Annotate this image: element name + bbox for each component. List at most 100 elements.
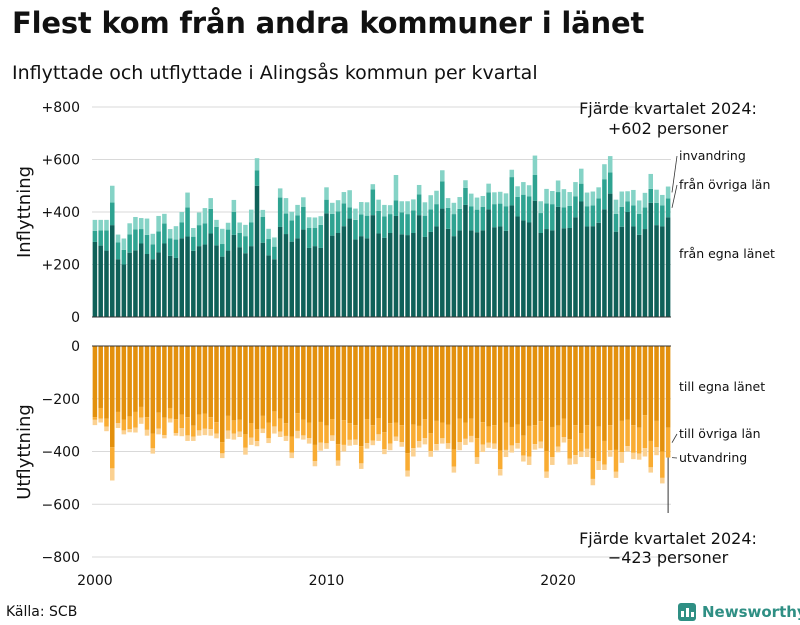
bar-in-ovriga-lan	[532, 174, 538, 201]
bar-out-ovriga-lan	[138, 406, 144, 418]
bar-out-egna-lanet	[243, 346, 248, 435]
bar-out-utvandring	[98, 418, 103, 423]
bar-out-ovriga-lan	[486, 426, 491, 443]
bar-out-utvandring	[225, 430, 231, 439]
bar-out-egna-lanet	[474, 346, 480, 439]
bar-out-egna-lanet	[422, 346, 428, 420]
bar-out-ovriga-lan	[202, 413, 208, 429]
bar-in-ovriga-lan	[289, 220, 295, 242]
bar-out-ovriga-lan	[561, 418, 567, 437]
bar-in-invandring	[231, 199, 237, 212]
bar-out-utvandring	[532, 444, 538, 450]
bar-out-egna-lanet	[561, 346, 567, 419]
bar-in-invandring	[613, 199, 619, 214]
bar-out-ovriga-lan	[590, 458, 596, 479]
bar-in-ovriga-lan	[405, 214, 410, 236]
bar-out-ovriga-lan	[110, 447, 115, 469]
bar-out-egna-lanet	[445, 346, 451, 425]
bar-in-invandring	[515, 186, 520, 197]
bar-out-utvandring	[179, 428, 185, 437]
bar-out-egna-lanet	[156, 346, 161, 413]
bar-out-utvandring	[619, 452, 625, 463]
bar-in-ovriga-lan	[393, 200, 399, 216]
bar-out-utvandring	[422, 438, 428, 445]
bar-in-invandring	[631, 189, 636, 206]
bar-out-egna-lanet	[654, 346, 659, 421]
bar-out-egna-lanet	[295, 346, 300, 414]
bar-in-ovriga-lan	[573, 196, 578, 218]
bar-out-egna-lanet	[416, 346, 422, 426]
bar-out-utvandring	[399, 442, 405, 447]
y-tick-label-in: +800	[42, 100, 80, 116]
bar-out-egna-lanet	[642, 346, 648, 416]
bar-in-egna-lanet	[191, 250, 196, 317]
bar-in-invandring	[214, 219, 219, 227]
chart-subtitle: Inflyttade och utflyttade i Alingsås kom…	[12, 62, 538, 84]
bar-in-ovriga-lan	[173, 239, 179, 258]
bar-in-ovriga-lan	[642, 207, 648, 230]
bar-in-ovriga-lan	[237, 232, 242, 248]
bar-in-egna-lanet	[237, 247, 242, 317]
bar-in-ovriga-lan	[104, 230, 109, 251]
bar-in-ovriga-lan	[301, 207, 306, 230]
bar-out-egna-lanet	[150, 346, 156, 434]
bar-out-ovriga-lan	[451, 449, 457, 467]
bar-in-invandring	[642, 192, 648, 208]
bar-out-egna-lanet	[92, 346, 98, 418]
bar-out-ovriga-lan	[272, 411, 277, 427]
bar-out-utvandring	[283, 435, 289, 441]
bar-out-egna-lanet	[382, 346, 387, 433]
bar-in-ovriga-lan	[144, 234, 150, 254]
bar-in-egna-lanet	[306, 247, 312, 317]
bar-out-egna-lanet	[225, 346, 231, 416]
bar-in-ovriga-lan	[110, 202, 115, 226]
bar-in-invandring	[295, 204, 300, 216]
bar-in-ovriga-lan	[416, 194, 422, 216]
bar-in-egna-lanet	[434, 226, 439, 317]
bar-in-egna-lanet	[457, 230, 462, 318]
bar-in-invandring	[133, 216, 138, 230]
bar-in-egna-lanet	[509, 205, 515, 317]
bar-out-ovriga-lan	[619, 420, 625, 453]
bar-in-ovriga-lan	[607, 172, 613, 194]
bar-in-egna-lanet	[133, 250, 138, 317]
label-leader	[671, 184, 678, 208]
bar-in-egna-lanet	[277, 226, 283, 317]
bar-out-egna-lanet	[660, 346, 665, 452]
bar-in-egna-lanet	[590, 226, 596, 317]
bar-out-utvandring	[654, 447, 659, 456]
bar-in-invandring	[191, 228, 196, 237]
bar-out-egna-lanet	[573, 346, 578, 426]
bar-out-ovriga-lan	[330, 419, 335, 436]
series-label-out: till egna länet	[679, 379, 765, 394]
bar-in-invandring	[150, 233, 156, 245]
bar-in-egna-lanet	[503, 230, 509, 317]
bar-out-egna-lanet	[202, 346, 208, 414]
bar-in-ovriga-lan	[521, 194, 526, 221]
x-tick-label: 2020	[540, 573, 576, 589]
bar-in-ovriga-lan	[167, 238, 173, 256]
bar-in-ovriga-lan	[208, 208, 213, 234]
bar-out-egna-lanet	[503, 346, 509, 423]
bar-out-ovriga-lan	[497, 450, 503, 470]
bar-in-ovriga-lan	[399, 212, 405, 235]
bar-in-invandring	[115, 234, 121, 243]
bar-out-ovriga-lan	[358, 446, 364, 464]
y-tick-label-in: 0	[71, 310, 80, 326]
bar-in-egna-lanet	[648, 202, 653, 317]
bar-in-egna-lanet	[324, 213, 329, 317]
bar-in-invandring	[179, 212, 185, 223]
bar-out-ovriga-lan	[92, 417, 98, 420]
newsworthy-logo: Newsworthy	[678, 600, 800, 624]
bar-out-utvandring	[382, 449, 387, 455]
bar-in-ovriga-lan	[492, 204, 497, 228]
bar-out-utvandring	[509, 445, 515, 453]
bar-out-egna-lanet	[457, 346, 462, 419]
bar-in-egna-lanet	[260, 242, 266, 317]
bar-in-ovriga-lan	[387, 214, 393, 233]
bar-in-egna-lanet	[341, 226, 347, 317]
bar-out-egna-lanet	[602, 346, 607, 441]
bar-in-egna-lanet	[607, 193, 613, 318]
bar-in-egna-lanet	[451, 236, 457, 317]
bar-out-utvandring	[567, 458, 572, 465]
